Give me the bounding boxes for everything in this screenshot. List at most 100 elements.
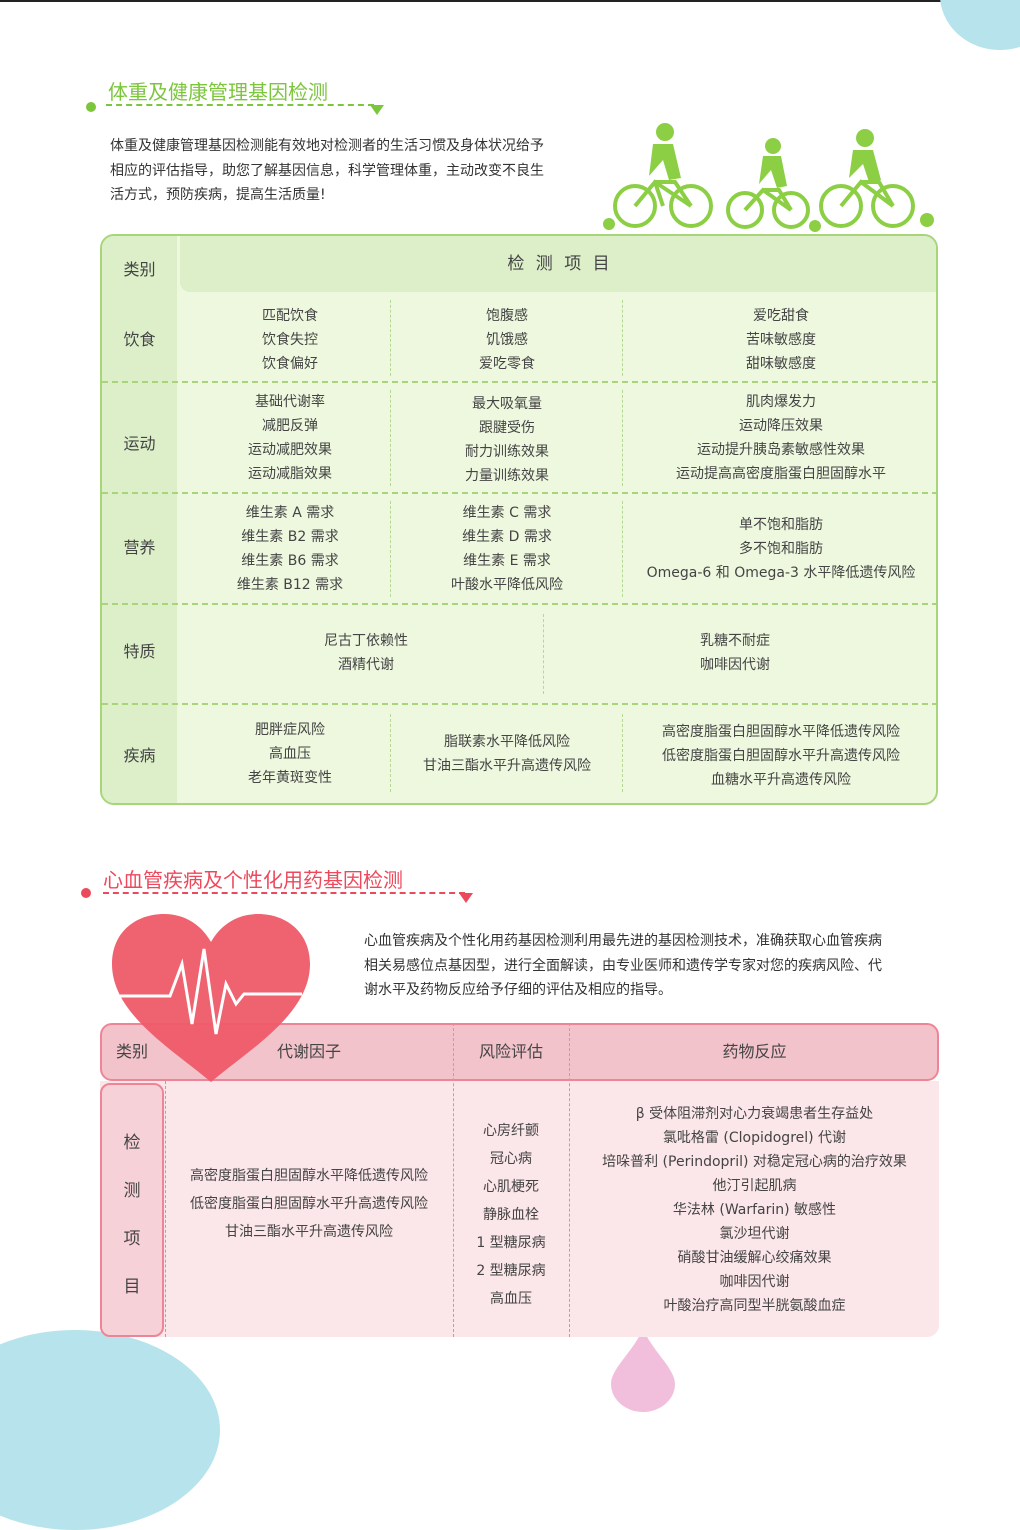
item: 华法林 (Warfarin) 敏感性 — [672, 1202, 837, 1218]
top-border-line — [0, 0, 1020, 2]
drug-list: β 受体阻滞剂对心力衰竭患者生存益处 氯吡格雷 (Clopidogrel) 代谢… — [570, 1102, 939, 1318]
header-metabolic: 代谢因子 — [276, 1042, 341, 1061]
item: 力量训练效果 — [465, 468, 549, 484]
column-separator — [569, 1023, 570, 1337]
column-separator — [453, 1023, 454, 1337]
metabolic-list: 高密度脂蛋白胆固醇水平降低遗传风险 低密度脂蛋白胆固醇水平升高遗传风险 甘油三酯… — [166, 1162, 452, 1246]
item: 耐力训练效果 — [465, 444, 549, 460]
item: 低密度脂蛋白胆固醇水平升高遗传风险 — [190, 1196, 428, 1212]
item: Omega-6 和 Omega-3 水平降低遗传风险 — [646, 565, 916, 581]
column-separator — [390, 714, 391, 792]
decorative-circle-top-right — [940, 0, 1020, 50]
row-label-char: 项 — [123, 1229, 141, 1249]
item: 培哚普利 (Perindopril) 对稳定冠心病的治疗效果 — [602, 1154, 907, 1170]
column-separator — [622, 300, 623, 376]
table-cell: 脂联素水平降低风险 甘油三酯水平升高遗传风险 — [392, 730, 622, 778]
category-disease: 疾病 — [123, 746, 156, 765]
header-category-label: 类别 — [123, 260, 156, 279]
row-label-cell — [100, 1083, 164, 1337]
item: β 受体阻滞剂对心力衰竭患者生存益处 — [635, 1106, 874, 1122]
section2-title-rule — [103, 892, 465, 894]
item: 低密度脂蛋白胆固醇水平升高遗传风险 — [662, 748, 900, 764]
item: 维生素 C 需求 — [462, 505, 552, 521]
decorative-circle-bottom-left — [0, 1330, 220, 1530]
item: 高密度脂蛋白胆固醇水平降低遗传风险 — [662, 724, 900, 740]
item: 爱吃零食 — [479, 356, 535, 372]
item: 爱吃甜食 — [753, 308, 809, 324]
intro-line: 相应的评估指导，助您了解基因信息，科学管理体重，主动改变不良生 — [110, 162, 544, 179]
item: 尼古丁依赖性 — [324, 633, 408, 649]
intro-line: 相关易感位点基因型，进行全面解读，由专业医师和遗传学专家对您的疾病风险、代 — [364, 957, 882, 974]
table-cell: 高密度脂蛋白胆固醇水平降低遗传风险 低密度脂蛋白胆固醇水平升高遗传风险 血糖水平… — [624, 720, 936, 792]
item: 叶酸治疗高同型半胱氨酸血症 — [663, 1298, 846, 1314]
item: 饮食偏好 — [262, 356, 318, 372]
table-cell: 维生素 A 需求 维生素 B2 需求 维生素 B6 需求 维生素 B12 需求 — [190, 501, 390, 597]
weight-health-table: 类别 检 测 项 目 饮食 匹配饮食 饮食失控 饮食偏好 饱腹感 饥饿感 爱吃零… — [100, 234, 938, 805]
item: 老年黄斑变性 — [248, 770, 332, 786]
risk-list: 心房纤颤 冠心病 心肌梗死 静脉血栓 1 型糖尿病 2 型糖尿病 高血压 — [454, 1117, 568, 1313]
row-label-char: 检 — [123, 1133, 141, 1153]
item: 跟腱受伤 — [479, 420, 535, 436]
item: 饥饿感 — [486, 332, 528, 348]
table-cell: 乳糖不耐症 咖啡因代谢 — [545, 629, 925, 677]
item: 甘油三酯水平升高遗传风险 — [225, 1224, 393, 1240]
intro-line: 活方式，预防疾病，提高生活质量! — [110, 187, 326, 203]
table-cell: 饱腹感 饥饿感 爱吃零食 — [392, 304, 622, 376]
section1-bullet-dot — [86, 102, 96, 112]
item: 维生素 B6 需求 — [241, 553, 339, 569]
intro-line: 谢水平及药物反应给予仔细的评估及相应的指导。 — [364, 982, 672, 998]
column-separator — [165, 1081, 166, 1337]
table-header-bar — [180, 236, 936, 292]
item: 心房纤颤 — [483, 1123, 539, 1139]
column-separator — [390, 501, 391, 597]
category-diet: 饮食 — [123, 330, 156, 349]
category-nutrition: 营养 — [123, 538, 156, 557]
item: 酒精代谢 — [338, 657, 394, 673]
row-separator — [102, 603, 936, 605]
item: 硝酸甘油缓解心绞痛效果 — [677, 1250, 832, 1266]
item: 运动降压效果 — [739, 418, 823, 434]
item: 运动提高高密度脂蛋白胆固醇水平 — [676, 466, 886, 482]
category-traits: 特质 — [123, 642, 156, 661]
item: 高密度脂蛋白胆固醇水平降低遗传风险 — [190, 1168, 428, 1184]
item: 基础代谢率 — [255, 394, 325, 410]
table-cell: 维生素 C 需求 维生素 D 需求 维生素 E 需求 叶酸水平降低风险 — [392, 501, 622, 597]
item: 维生素 B2 需求 — [241, 529, 339, 545]
item: 减肥反弹 — [262, 418, 318, 434]
column-separator — [390, 390, 391, 486]
header-risk: 风险评估 — [478, 1042, 543, 1061]
header-category: 类别 — [115, 1042, 148, 1061]
item: 叶酸水平降低风险 — [451, 577, 563, 593]
item: 甘油三酯水平升高遗传风险 — [423, 758, 591, 774]
item: 苦味敏感度 — [746, 332, 816, 348]
row-separator — [102, 703, 936, 705]
section2-intro: 心血管疾病及个性化用药基因检测利用最先进的基因检测技术，准确获取心血管疾病 相关… — [364, 929, 934, 1003]
item: 静脉血栓 — [483, 1207, 539, 1223]
category-column — [102, 236, 177, 803]
table-cell: 肌肉爆发力 运动降压效果 运动提升胰岛素敏感性效果 运动提高高密度脂蛋白胆固醇水… — [624, 390, 936, 486]
item: 乳糖不耐症 — [700, 633, 770, 649]
table-cell: 最大吸氧量 跟腱受伤 耐力训练效果 力量训练效果 — [392, 392, 622, 488]
item: 咖啡因代谢 — [719, 1274, 790, 1290]
item: 咖啡因代谢 — [700, 657, 770, 673]
section2-title: 心血管疾病及个性化用药基因检测 — [103, 868, 403, 892]
intro-line: 体重及健康管理基因检测能有效地对检测者的生活习惯及身体状况给予 — [110, 138, 544, 154]
header-items-label: 检 测 项 目 — [507, 254, 613, 274]
item: 维生素 A 需求 — [245, 505, 335, 521]
column-separator — [622, 714, 623, 792]
column-separator — [622, 501, 623, 597]
cardiovascular-table: 类别 代谢因子 风险评估 药物反应 检 测 项 目 高密度脂蛋白胆固醇水平降低遗… — [100, 1023, 939, 1337]
item: 最大吸氧量 — [472, 396, 542, 412]
column-separator — [622, 390, 623, 486]
row-label-char: 目 — [123, 1277, 141, 1297]
item: 运动提升胰岛素敏感性效果 — [697, 442, 865, 458]
item: 维生素 E 需求 — [463, 553, 551, 569]
section1-title-rule — [106, 104, 374, 106]
item: 1 型糖尿病 — [476, 1235, 546, 1251]
table-cell: 匹配饮食 饮食失控 饮食偏好 — [190, 304, 390, 376]
item: 运动减脂效果 — [248, 466, 332, 482]
row-separator — [102, 381, 936, 383]
item: 氯吡格雷 (Clopidogrel) 代谢 — [662, 1130, 847, 1146]
table-cell: 单不饱和脂肪 多不饱和脂肪 Omega-6 和 Omega-3 水平降低遗传风险 — [624, 513, 936, 585]
item: 运动减肥效果 — [248, 442, 332, 458]
